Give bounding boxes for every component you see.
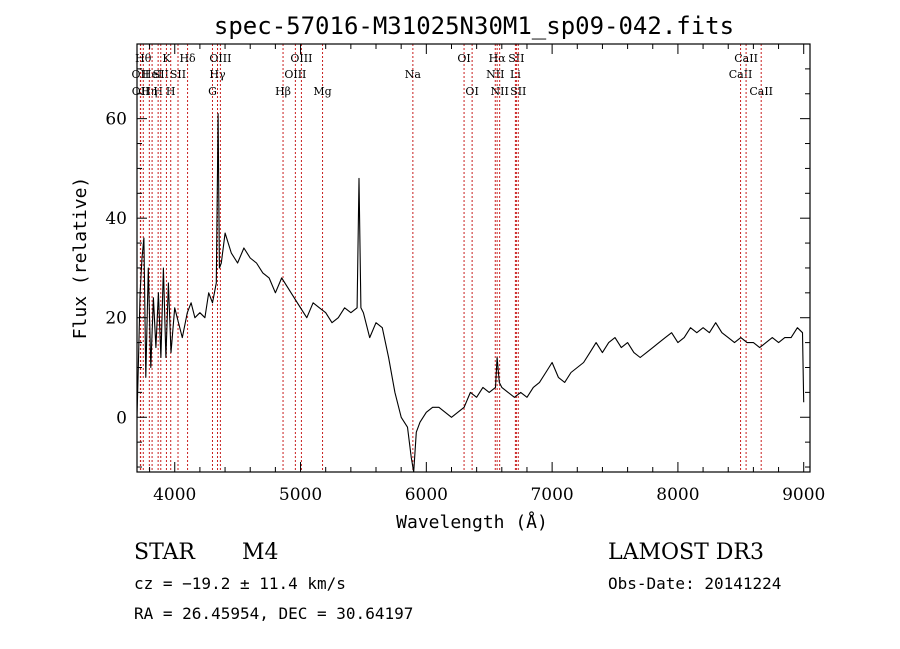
x-axis-label: Wavelength (Å) xyxy=(396,511,548,533)
y-axis-label: Flux (relative) xyxy=(70,177,91,340)
observation-date: Obs-Date: 20141224 xyxy=(608,574,782,593)
line-marker-label: NII xyxy=(486,68,504,81)
survey-name: LAMOST DR3 xyxy=(608,540,764,565)
y-tick-label: 20 xyxy=(105,309,127,329)
line-marker-label: CaII xyxy=(734,52,758,65)
line-marker-label: Hδ xyxy=(179,52,196,65)
line-marker-label: CaII xyxy=(749,85,773,98)
y-tick-label: 60 xyxy=(105,110,127,130)
x-tick-label: 8000 xyxy=(656,485,699,505)
object-subclass: M4 xyxy=(242,540,279,565)
line-marker-label: H xyxy=(166,85,176,98)
line-marker-label: SII xyxy=(508,52,524,65)
x-tick-label: 5000 xyxy=(279,485,322,505)
line-marker-label: Hη xyxy=(141,85,157,98)
x-tick-label: 9000 xyxy=(782,485,825,505)
redshift-value: cz = −19.2 ± 11.4 km/s xyxy=(134,574,346,593)
line-marker-label: Na xyxy=(405,68,422,81)
emission-line-markers: OII OII Hθ Hη HeI H SII K H SII Hδ G Hγ OIII Hβ OIII OII… xyxy=(132,44,773,472)
axis-ticks: 4000 5000 6000 7000 8000 9000 0 20 40 60 xyxy=(105,44,825,505)
line-marker-label: SII xyxy=(170,68,186,81)
line-marker-label: NII xyxy=(491,85,509,98)
chart-title: spec-57016-M31025N30M1_sp09-042.fits xyxy=(214,12,734,40)
line-marker-label: K xyxy=(162,52,171,65)
x-tick-label: 6000 xyxy=(405,485,448,505)
plot-frame xyxy=(136,43,811,473)
plot-area-border xyxy=(136,43,811,473)
line-marker-label: OIII xyxy=(209,52,231,65)
y-tick-label: 40 xyxy=(105,209,127,229)
line-marker-label: H xyxy=(153,85,163,98)
x-tick-label: 7000 xyxy=(530,485,573,505)
line-marker-label: SII xyxy=(153,68,169,81)
line-marker-label: Hγ xyxy=(209,68,226,81)
line-marker-label: OII xyxy=(132,68,150,81)
line-marker-label: Hα xyxy=(489,52,507,65)
line-marker-label: OI xyxy=(457,52,470,65)
line-marker-label: OIII xyxy=(284,68,306,81)
spectrum-line xyxy=(136,113,805,473)
line-marker-label: Mg xyxy=(313,85,331,98)
line-marker-label: SII xyxy=(510,85,526,98)
object-class: STAR xyxy=(134,540,195,565)
line-marker-label: Li xyxy=(510,68,521,81)
line-marker-label: OII xyxy=(132,85,150,98)
line-marker-label: HeI xyxy=(142,68,162,81)
coordinates: RA = 26.45954, DEC = 30.64197 xyxy=(134,604,414,623)
line-marker-label: Hβ xyxy=(275,85,291,98)
line-marker-label: G xyxy=(208,85,217,98)
y-tick-label: 0 xyxy=(116,408,127,428)
line-marker-label: OI xyxy=(465,85,478,98)
x-tick-label: 4000 xyxy=(153,485,196,505)
line-marker-label: CaII xyxy=(729,68,753,81)
line-marker-label: Hθ xyxy=(135,52,152,65)
line-marker-label: OIII xyxy=(290,52,312,65)
